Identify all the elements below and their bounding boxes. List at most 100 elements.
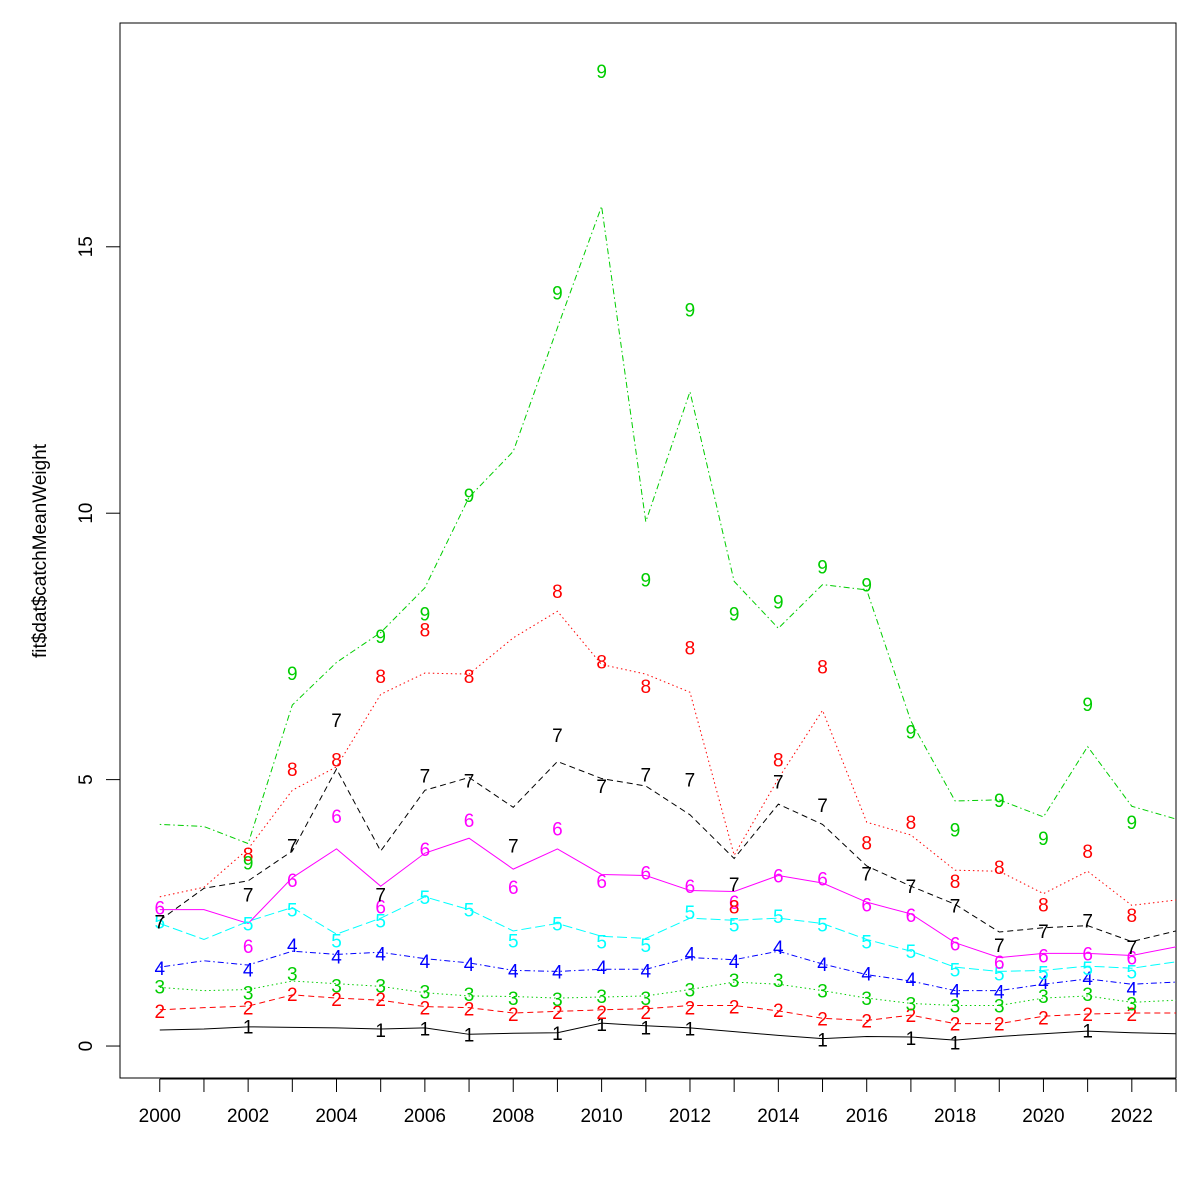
- series-line-8: [159, 610, 1177, 906]
- point-label-8: 8: [596, 652, 607, 673]
- point-label-1: 1: [817, 1031, 828, 1052]
- point-label-4: 4: [154, 959, 165, 980]
- point-label-6: 6: [861, 895, 872, 916]
- point-label-6: 6: [1082, 944, 1093, 965]
- point-label-7: 7: [994, 936, 1005, 957]
- series-line-7: [159, 760, 1177, 943]
- point-label-4: 4: [420, 952, 431, 973]
- point-label-4: 4: [331, 948, 342, 969]
- point-label-5: 5: [817, 916, 828, 937]
- point-label-8: 8: [1038, 895, 1049, 916]
- point-label-9: 9: [287, 664, 298, 685]
- point-label-8: 8: [464, 667, 475, 688]
- point-label-5: 5: [861, 933, 872, 954]
- point-label-7: 7: [641, 765, 652, 786]
- point-label-6: 6: [420, 840, 431, 861]
- point-label-5: 5: [596, 933, 607, 954]
- point-label-3: 3: [994, 997, 1005, 1018]
- point-label-2: 2: [154, 1002, 165, 1023]
- x-tick-label: 2022: [1111, 1106, 1153, 1127]
- point-label-6: 6: [375, 897, 386, 918]
- series-point-labels: 1 1 1 1 1 1 1 11 1 112 22 2 2 2 2 2 2 2 2 2 2 2 2 2 2 2 2 2 2 23 333 3 3…: [154, 62, 1137, 1054]
- point-label-5: 5: [464, 901, 475, 922]
- point-label-4: 4: [552, 962, 563, 983]
- point-label-6: 6: [154, 898, 165, 919]
- point-label-9: 9: [729, 604, 740, 625]
- point-label-9: 9: [420, 604, 431, 625]
- point-label-7: 7: [685, 771, 696, 792]
- point-label-5: 5: [994, 965, 1005, 986]
- point-label-8: 8: [1127, 906, 1138, 927]
- point-label-9: 9: [685, 301, 696, 322]
- point-label-8: 8: [1082, 842, 1093, 863]
- point-label-1: 1: [464, 1025, 475, 1046]
- point-label-5: 5: [375, 911, 386, 932]
- x-tick-label: 2008: [492, 1106, 534, 1127]
- point-label-9: 9: [1082, 695, 1093, 716]
- point-label-4: 4: [950, 982, 961, 1003]
- point-label-7: 7: [817, 796, 828, 817]
- point-label-2: 2: [552, 1003, 563, 1024]
- point-label-6: 6: [817, 870, 828, 891]
- point-label-7: 7: [552, 726, 563, 747]
- point-label-9: 9: [950, 821, 961, 842]
- point-label-6: 6: [729, 893, 740, 914]
- x-tick-label: 2012: [669, 1106, 711, 1127]
- point-label-8: 8: [552, 582, 563, 603]
- point-label-3: 3: [906, 994, 917, 1015]
- point-label-7: 7: [1038, 922, 1049, 943]
- point-label-1: 1: [552, 1024, 563, 1045]
- point-label-2: 2: [861, 1011, 872, 1032]
- point-label-3: 3: [685, 981, 696, 1002]
- point-label-2: 2: [906, 1006, 917, 1027]
- point-label-3: 3: [331, 976, 342, 997]
- point-label-5: 5: [508, 932, 519, 953]
- series-line-1: [159, 1022, 1177, 1041]
- point-label-7: 7: [906, 877, 917, 898]
- point-label-5: 5: [154, 912, 165, 933]
- point-label-2: 2: [420, 999, 431, 1020]
- point-label-6: 6: [287, 871, 298, 892]
- point-label-6: 6: [994, 953, 1005, 974]
- point-label-5: 5: [1127, 962, 1138, 983]
- point-label-2: 2: [817, 1009, 828, 1030]
- point-label-4: 4: [1082, 969, 1093, 990]
- point-label-3: 3: [243, 984, 254, 1005]
- point-label-6: 6: [596, 872, 607, 893]
- point-label-5: 5: [729, 916, 740, 937]
- point-label-9: 9: [1038, 829, 1049, 850]
- y-tick-label: 0: [76, 1041, 97, 1052]
- point-label-8: 8: [729, 897, 740, 918]
- point-label-4: 4: [817, 955, 828, 976]
- point-label-7: 7: [950, 896, 961, 917]
- point-label-2: 2: [243, 999, 254, 1020]
- point-label-7: 7: [861, 864, 872, 885]
- point-label-2: 2: [729, 998, 740, 1019]
- point-label-5: 5: [420, 888, 431, 909]
- x-tick-label: 2000: [139, 1106, 181, 1127]
- y-tick-label: 10: [76, 503, 97, 524]
- point-label-3: 3: [375, 976, 386, 997]
- point-label-8: 8: [773, 750, 784, 771]
- point-label-3: 3: [420, 983, 431, 1004]
- series-line-4: [159, 950, 1177, 992]
- y-axis: 0 5 10 15: [76, 236, 121, 1052]
- point-label-8: 8: [420, 620, 431, 641]
- point-label-2: 2: [375, 990, 386, 1011]
- point-label-7: 7: [375, 886, 386, 907]
- point-label-8: 8: [641, 677, 652, 698]
- x-tick-label: 2016: [846, 1106, 888, 1127]
- point-label-7: 7: [287, 837, 298, 858]
- point-label-5: 5: [773, 907, 784, 928]
- point-label-9: 9: [641, 570, 652, 591]
- point-label-4: 4: [685, 944, 696, 965]
- point-label-6: 6: [243, 937, 254, 958]
- point-label-7: 7: [1127, 938, 1138, 959]
- x-tick-label: 2004: [315, 1106, 358, 1127]
- point-label-4: 4: [1038, 973, 1049, 994]
- point-label-3: 3: [773, 971, 784, 992]
- point-label-2: 2: [950, 1015, 961, 1036]
- point-label-3: 3: [950, 997, 961, 1018]
- point-label-7: 7: [596, 777, 607, 798]
- point-label-2: 2: [1082, 1005, 1093, 1026]
